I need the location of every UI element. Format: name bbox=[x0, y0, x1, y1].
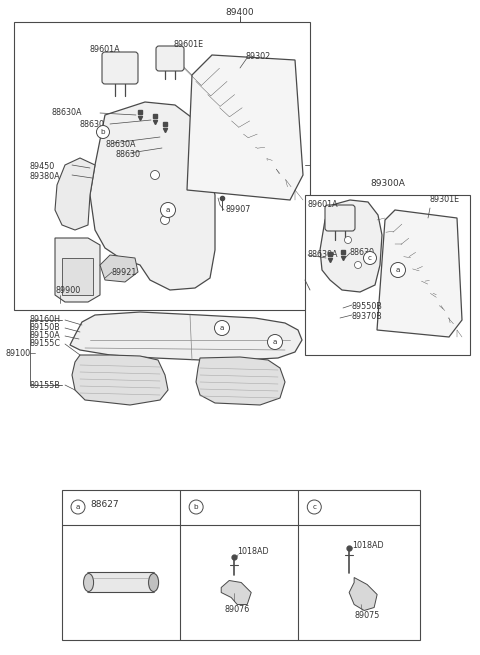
Text: 89075: 89075 bbox=[354, 610, 380, 620]
Circle shape bbox=[189, 500, 203, 514]
Circle shape bbox=[71, 500, 85, 514]
Circle shape bbox=[160, 202, 176, 217]
Text: a: a bbox=[396, 267, 400, 273]
Text: 89370B: 89370B bbox=[352, 312, 383, 321]
FancyBboxPatch shape bbox=[102, 52, 138, 84]
Text: 88630A: 88630A bbox=[52, 108, 83, 117]
Text: 89601A: 89601A bbox=[308, 200, 338, 209]
Polygon shape bbox=[70, 312, 302, 360]
Text: 88630: 88630 bbox=[115, 150, 140, 159]
Ellipse shape bbox=[149, 574, 158, 591]
Text: 89900: 89900 bbox=[55, 286, 80, 295]
Text: 88630A: 88630A bbox=[105, 140, 135, 149]
Polygon shape bbox=[320, 200, 382, 292]
Circle shape bbox=[355, 261, 361, 269]
Ellipse shape bbox=[84, 574, 94, 591]
Circle shape bbox=[307, 500, 321, 514]
Circle shape bbox=[96, 126, 109, 138]
Polygon shape bbox=[196, 357, 285, 405]
FancyBboxPatch shape bbox=[156, 46, 184, 71]
Text: c: c bbox=[368, 255, 372, 261]
Text: a: a bbox=[76, 504, 80, 510]
Text: 89155C: 89155C bbox=[29, 339, 60, 348]
FancyBboxPatch shape bbox=[325, 205, 355, 231]
Polygon shape bbox=[221, 580, 251, 605]
Bar bbox=[62, 490, 420, 640]
Circle shape bbox=[160, 215, 169, 225]
Polygon shape bbox=[90, 102, 215, 290]
Text: 89550B: 89550B bbox=[352, 302, 383, 311]
Text: c: c bbox=[312, 504, 316, 510]
Text: 89601E: 89601E bbox=[173, 40, 203, 49]
Polygon shape bbox=[187, 55, 303, 200]
Text: 89076: 89076 bbox=[224, 605, 250, 614]
Text: 89100: 89100 bbox=[6, 348, 31, 358]
Polygon shape bbox=[55, 238, 100, 302]
Text: 89150A: 89150A bbox=[29, 331, 60, 341]
Text: 89160H: 89160H bbox=[29, 316, 60, 324]
Circle shape bbox=[391, 263, 406, 278]
Text: 89150B: 89150B bbox=[29, 324, 60, 333]
Text: 88630A: 88630A bbox=[308, 250, 338, 259]
FancyBboxPatch shape bbox=[87, 572, 155, 593]
Text: 89907: 89907 bbox=[225, 205, 251, 214]
Text: 88630: 88630 bbox=[350, 248, 375, 257]
Circle shape bbox=[345, 236, 351, 244]
Circle shape bbox=[267, 335, 283, 350]
Text: 1018AD: 1018AD bbox=[237, 548, 269, 557]
Text: 89302: 89302 bbox=[245, 52, 270, 61]
Circle shape bbox=[151, 170, 159, 179]
Text: 89601A: 89601A bbox=[90, 45, 120, 54]
Text: b: b bbox=[194, 504, 198, 510]
Bar bbox=[62, 258, 93, 295]
Circle shape bbox=[363, 252, 376, 265]
Polygon shape bbox=[349, 578, 377, 610]
Text: a: a bbox=[166, 207, 170, 213]
Text: 89380A: 89380A bbox=[30, 172, 60, 181]
Text: 1018AD: 1018AD bbox=[352, 540, 384, 550]
Text: 88630: 88630 bbox=[80, 120, 105, 129]
Text: 89301E: 89301E bbox=[430, 195, 460, 204]
Text: 89921: 89921 bbox=[112, 268, 137, 277]
Text: a: a bbox=[220, 325, 224, 331]
Circle shape bbox=[215, 320, 229, 335]
Text: 89300A: 89300A bbox=[371, 179, 406, 188]
Text: 89400: 89400 bbox=[226, 8, 254, 17]
Text: b: b bbox=[101, 129, 105, 135]
Text: a: a bbox=[273, 339, 277, 345]
Bar bbox=[14, 22, 310, 310]
Text: 88627: 88627 bbox=[90, 500, 119, 509]
Text: 89155B: 89155B bbox=[29, 381, 60, 390]
Polygon shape bbox=[72, 355, 168, 405]
Polygon shape bbox=[55, 158, 95, 230]
Polygon shape bbox=[377, 210, 462, 337]
Text: 89450: 89450 bbox=[30, 162, 55, 171]
Polygon shape bbox=[100, 255, 138, 282]
Bar bbox=[305, 195, 470, 355]
